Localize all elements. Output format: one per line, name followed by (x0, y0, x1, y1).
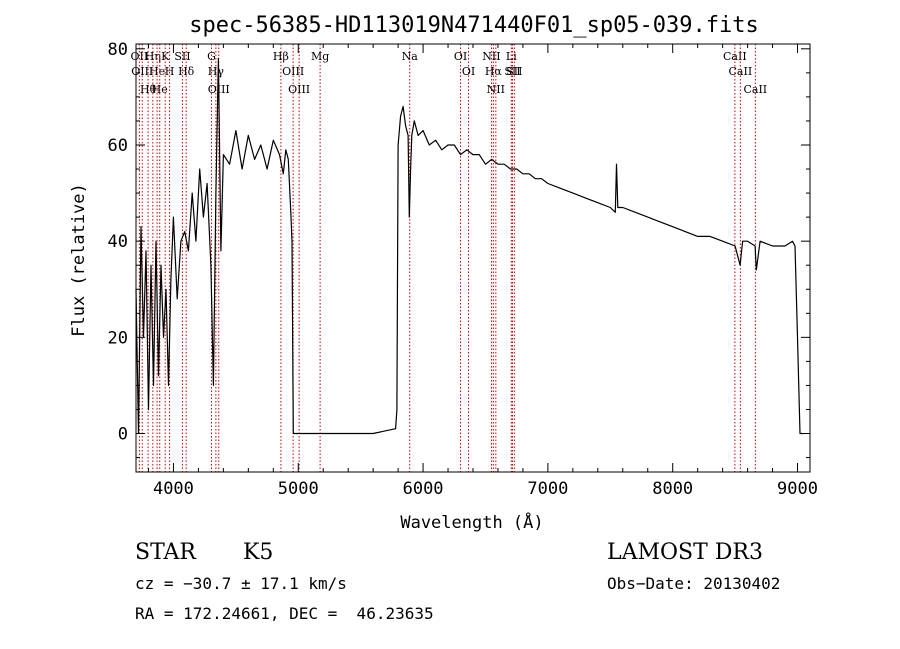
y-tick-label: 0 (118, 425, 128, 445)
spectral-line-label: He (149, 65, 165, 78)
spectral-line-label: OIII (288, 83, 310, 96)
x-tick-label: 5000 (278, 479, 319, 499)
spectral-line-label: Na (402, 50, 419, 63)
x-tick-label: 4000 (153, 479, 194, 499)
spectral-line-label: OII (131, 50, 149, 63)
y-tick-label: 20 (108, 328, 128, 348)
plot-frame (135, 43, 811, 473)
spectral-line-label: H (165, 65, 175, 78)
object-class: STAR (135, 540, 196, 565)
x-tick-label: 9000 (777, 479, 818, 499)
y-tick-label: 40 (108, 232, 128, 252)
y-tick-label: 60 (108, 136, 128, 156)
ra-dec: RA = 172.24661, DEC = 46.23635 (135, 604, 434, 623)
x-axis-label: Wavelength (Å) (400, 511, 543, 533)
spectral-line-label: CaII (729, 65, 753, 78)
spectral-line-label: Mg (311, 50, 329, 63)
spectral-line-label: SII (174, 50, 190, 63)
x-tick-label: 7000 (527, 479, 568, 499)
spectral-line-label: Hβ (273, 50, 289, 63)
redshift-cz: cz = −30.7 ± 17.1 km/s (135, 574, 347, 593)
spectral-line-label: G (207, 50, 216, 63)
spectral-line-label: NII (487, 83, 505, 96)
spectral-line-label: He (152, 83, 168, 96)
chart-title: spec-56385-HD113019N471440F01_sp05-039.f… (189, 13, 759, 38)
spectral-line-label: K (161, 50, 170, 63)
spectral-line-label: Hη (145, 50, 161, 63)
survey-name: LAMOST DR3 (607, 540, 763, 565)
observation-date: Obs−Date: 20130402 (607, 574, 781, 593)
y-axis-label: Flux (relative) (69, 183, 89, 337)
spectrum-line (135, 57, 803, 435)
axes: 4000 5000 6000 7000 8000 9000 0 20 40 60 80 (108, 40, 818, 499)
spectral-line-label: OIII (131, 65, 153, 78)
spectral-line-label: NII (482, 50, 500, 63)
spectral-line-label: SII (504, 65, 520, 78)
spectral-line-label: CaII (743, 83, 767, 96)
x-tick-label: 6000 (403, 479, 444, 499)
spectral-line-label: Hα (485, 65, 503, 78)
spectral-line-label: Hγ (208, 65, 225, 78)
x-tick-label: 8000 (652, 479, 693, 499)
spectral-line-label: Hδ (178, 65, 195, 78)
y-tick-label: 80 (108, 40, 128, 60)
spectral-line-label: OI (454, 50, 467, 63)
spectral-line-label: OIII (282, 65, 304, 78)
spectral-subclass: K5 (243, 540, 274, 565)
spectral-line-label: OI (462, 65, 475, 78)
spectral-line-label: CaII (723, 50, 747, 63)
plot-area (135, 57, 803, 435)
spectral-line-label: Li (506, 50, 517, 63)
spectral-line-markers: OIIOIIIHθHηHeHeKHSIIHδGHγOIIIHβOIIIOIIIM… (131, 44, 767, 472)
spectral-line-label: SII (506, 65, 522, 78)
